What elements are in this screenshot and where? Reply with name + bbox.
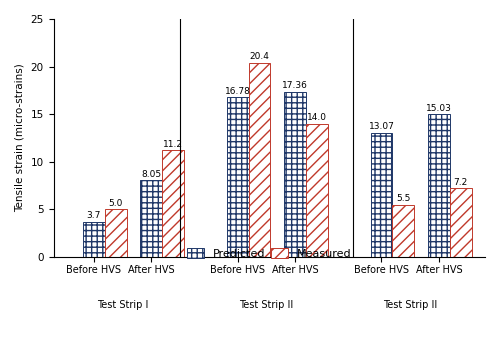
Text: 14.0: 14.0: [307, 113, 327, 122]
Text: 11.2: 11.2: [163, 140, 183, 149]
Text: 5.0: 5.0: [108, 199, 123, 208]
Text: 13.07: 13.07: [368, 122, 394, 131]
Bar: [140, 180, 162, 257]
Bar: [162, 150, 184, 257]
Y-axis label: Tensile strain (micro-strains): Tensile strain (micro-strains): [15, 64, 25, 212]
Text: Test Strip II: Test Strip II: [240, 300, 294, 310]
Bar: [248, 63, 270, 257]
Bar: [104, 210, 126, 257]
Text: 15.03: 15.03: [426, 104, 452, 112]
Legend: Predicted, Measured: Predicted, Measured: [183, 244, 356, 263]
Text: 17.36: 17.36: [282, 81, 308, 90]
Bar: [226, 97, 248, 257]
Bar: [450, 188, 472, 257]
Text: 20.4: 20.4: [250, 52, 270, 61]
Bar: [392, 205, 414, 257]
Text: Test Strip I: Test Strip I: [97, 300, 148, 310]
Text: Test Strip II: Test Strip II: [383, 300, 438, 310]
Bar: [370, 132, 392, 257]
Bar: [284, 92, 306, 257]
Bar: [306, 124, 328, 257]
Bar: [428, 114, 450, 257]
Text: 8.05: 8.05: [142, 170, 162, 179]
Text: 3.7: 3.7: [86, 211, 101, 220]
Text: 7.2: 7.2: [454, 178, 468, 187]
Text: 5.5: 5.5: [396, 194, 410, 203]
Text: 16.78: 16.78: [224, 87, 250, 96]
Bar: [83, 222, 104, 257]
